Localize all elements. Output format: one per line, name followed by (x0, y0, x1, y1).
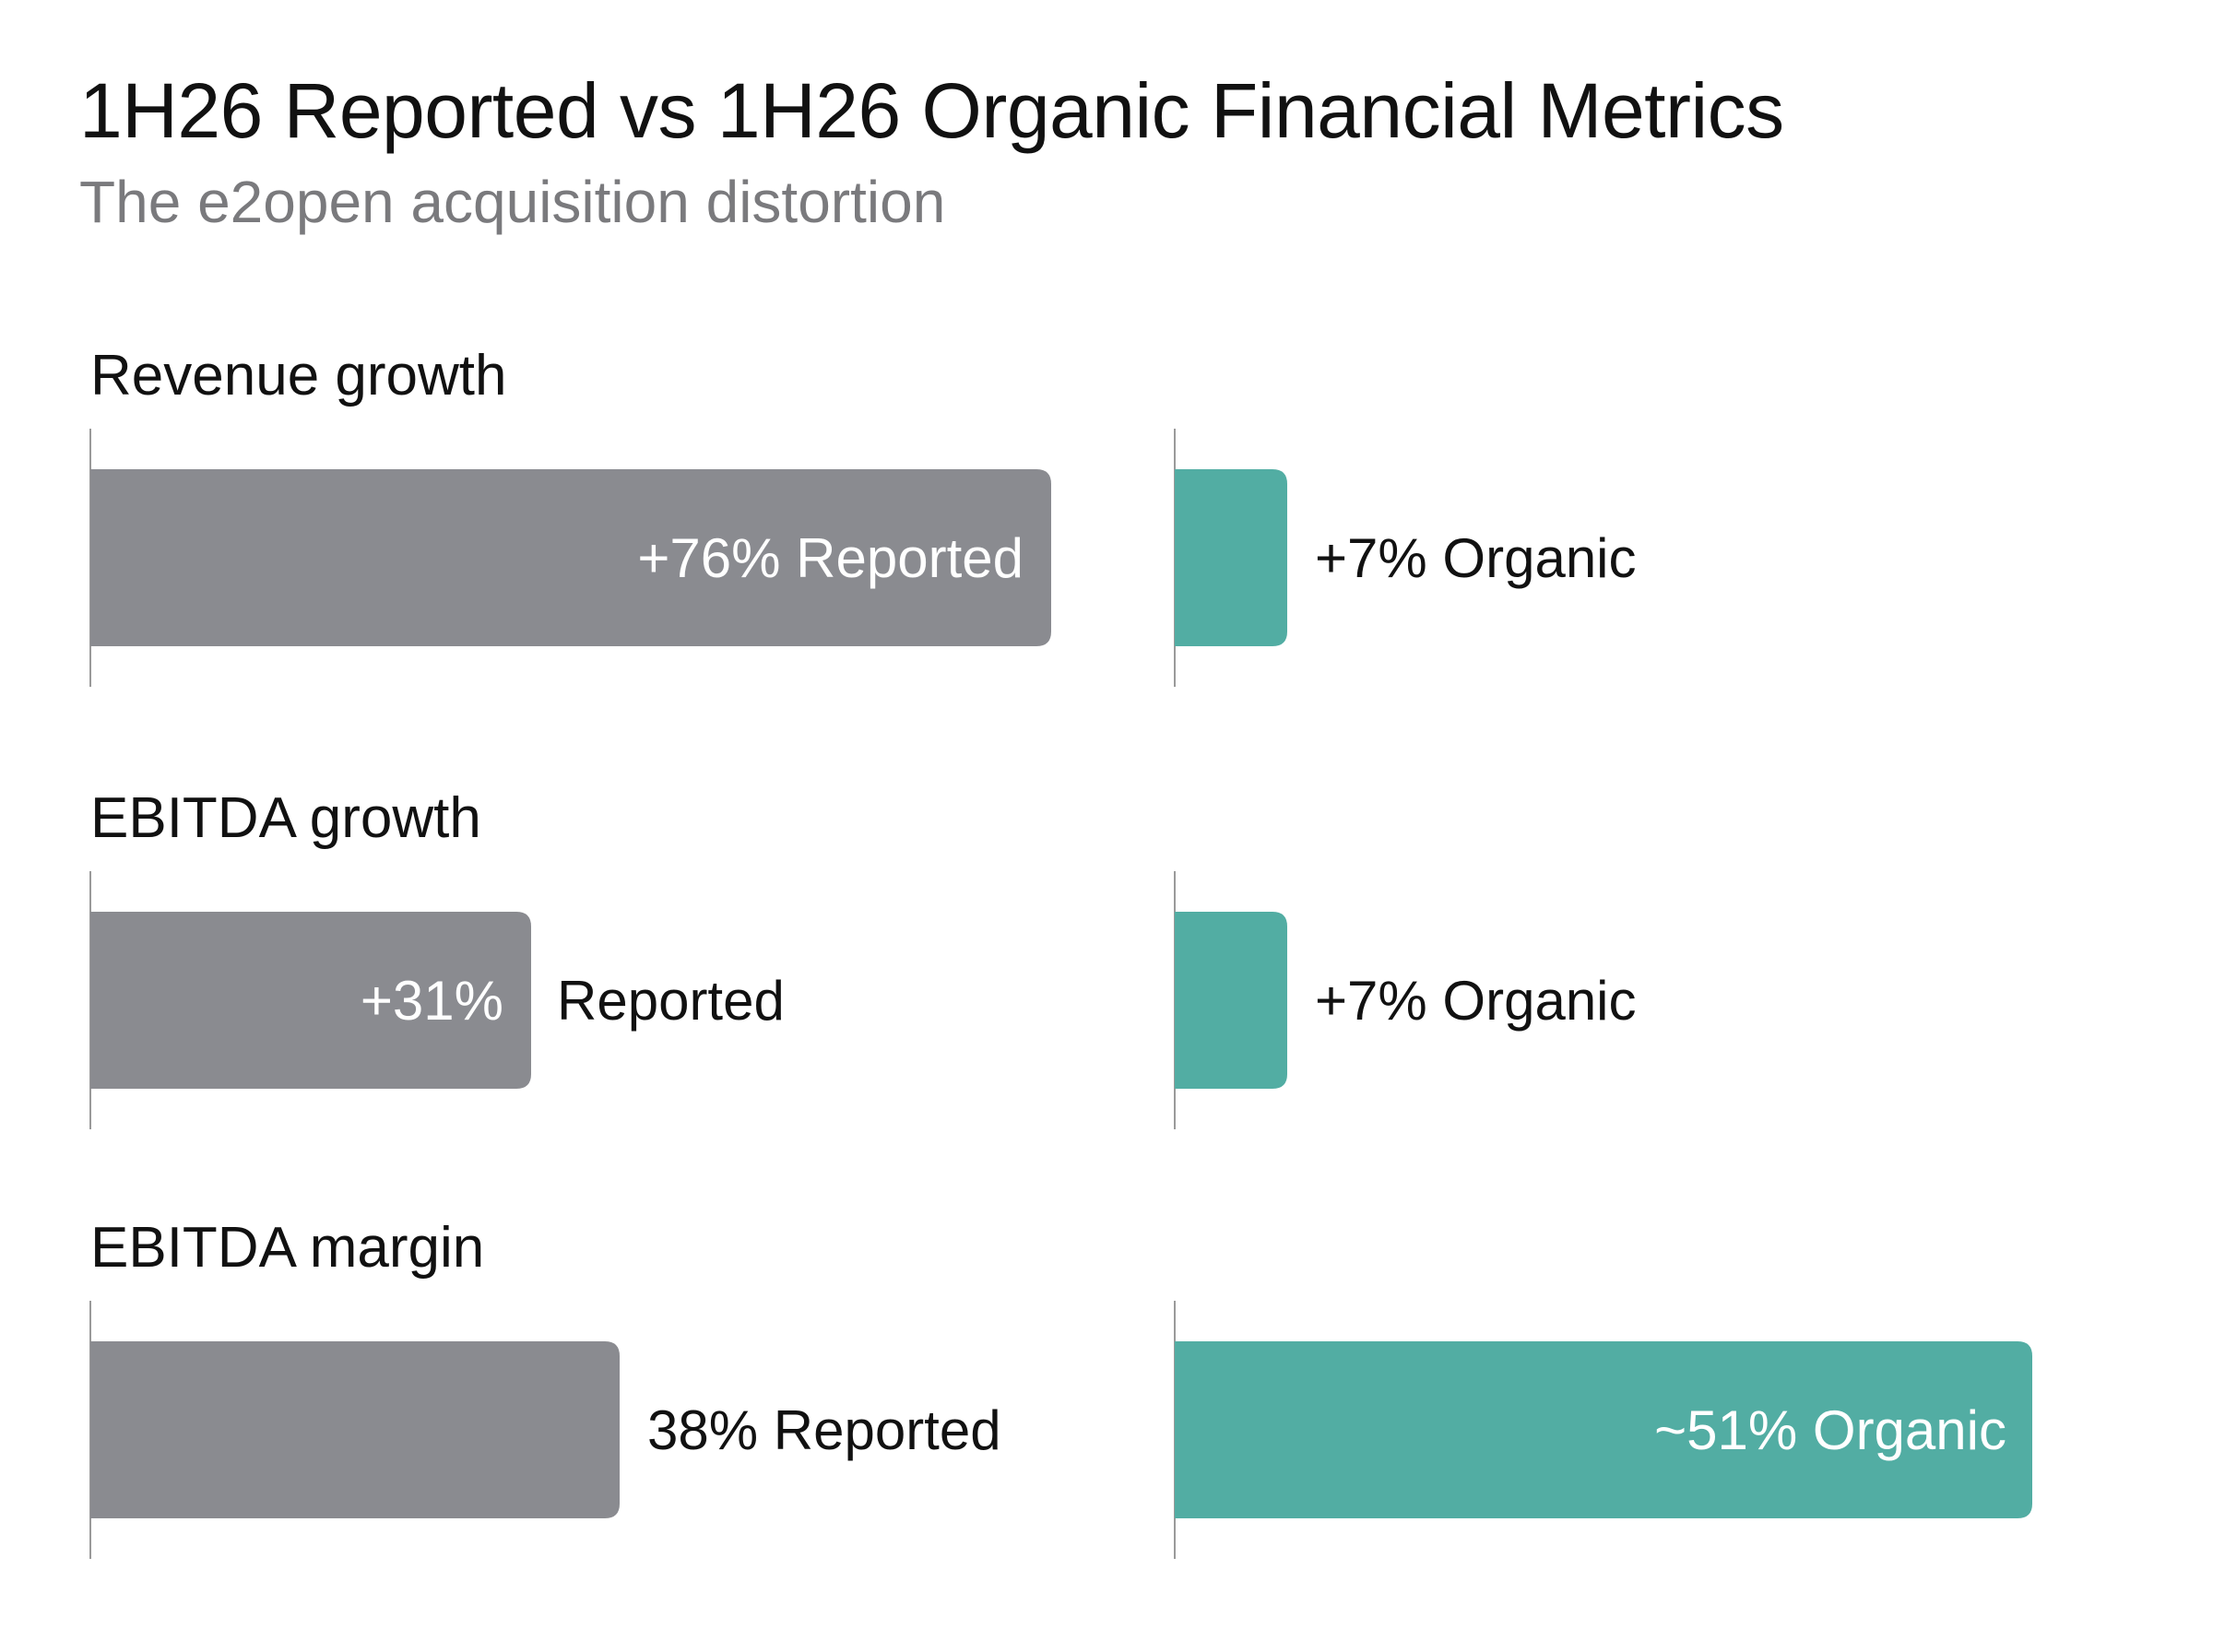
group-label: Revenue growth (90, 344, 507, 407)
reported-data-label: 38% Reported (647, 1399, 1001, 1461)
reported-data-label: +76% Reported (637, 527, 1024, 589)
reported-bar (90, 469, 1051, 646)
reported-bar (90, 1341, 620, 1518)
organic-data-label: +7% Organic (1315, 527, 1637, 589)
reported-data-label: +31% (361, 970, 503, 1032)
reported-bar (90, 912, 531, 1089)
organic-data-label: ~51% Organic (1654, 1399, 2006, 1461)
organic-bar (1175, 469, 1287, 646)
organic-bar (1175, 912, 1287, 1089)
organic-data-label: +7% Organic (1315, 970, 1637, 1032)
organic-bar (1175, 1341, 2032, 1518)
reported-suffix-label: Reported (557, 970, 785, 1032)
group-label: EBITDA growth (90, 786, 481, 850)
chart-subtitle: The e2open acquisition distortion (79, 169, 946, 235)
chart-title: 1H26 Reported vs 1H26 Organic Financial … (79, 67, 1784, 154)
group-label: EBITDA margin (90, 1216, 484, 1280)
